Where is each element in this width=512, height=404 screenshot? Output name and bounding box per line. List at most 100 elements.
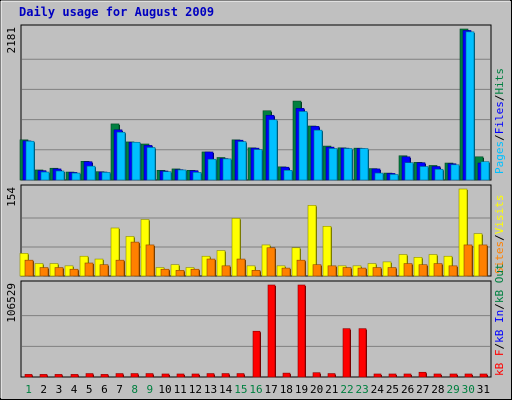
x-day-label: 18 xyxy=(280,383,293,396)
bar-pages-day-24 xyxy=(374,172,384,181)
x-day-label: 12 xyxy=(189,383,202,396)
x-day-label: 8 xyxy=(131,383,138,396)
y-max-label: 2181 xyxy=(5,27,18,54)
bar-kb-f-day-5 xyxy=(85,373,94,378)
legend-entry: / xyxy=(493,343,506,350)
legend-entry: Visits xyxy=(493,195,506,235)
bar-visits-day-7 xyxy=(110,227,120,277)
bar-sites-day-3 xyxy=(54,267,64,277)
legend-middle: Sites/Visits xyxy=(493,195,506,275)
x-day-label: 10 xyxy=(158,383,171,396)
bar-visits-day-30 xyxy=(458,188,468,277)
x-axis-day-labels: 1 2 3 4 5 6 7 8 9 10 11 12 13 14 15 16 17 18 19 20 21 22 23 24 2… xyxy=(25,383,490,396)
bar-pages-day-4 xyxy=(71,172,81,181)
x-day-label: 17 xyxy=(265,383,278,396)
x-day-label: 14 xyxy=(219,383,233,396)
x-day-label: 5 xyxy=(86,383,93,396)
bar-pages-day-20 xyxy=(313,129,323,181)
x-day-label: 15 xyxy=(234,383,247,396)
x-day-label: 28 xyxy=(431,383,444,396)
bar-kb-f-day-17 xyxy=(267,284,276,378)
x-day-label: 13 xyxy=(204,383,217,396)
legend-entry: Hits xyxy=(493,68,506,95)
bar-visits-day-15 xyxy=(231,218,241,277)
bar-kb-f-day-14 xyxy=(221,373,230,378)
bar-kb-f-day-6 xyxy=(100,374,109,378)
bar-sites-day-4 xyxy=(69,268,79,277)
bar-sites-day-28 xyxy=(433,263,443,277)
x-day-label: 1 xyxy=(25,383,32,396)
bar-pages-day-8 xyxy=(131,141,141,181)
bar-pages-day-6 xyxy=(101,172,111,181)
bar-sites-day-1 xyxy=(24,259,34,277)
legend-entry: kB Out xyxy=(493,263,506,303)
x-day-label: 26 xyxy=(401,383,414,396)
x-day-label: 11 xyxy=(174,383,187,396)
bar-kb-f-day-9 xyxy=(145,373,154,378)
bar-pages-day-1 xyxy=(25,140,35,181)
bar-sites-day-26 xyxy=(403,263,413,277)
bar-sites-day-5 xyxy=(84,262,94,277)
bar-sites-day-19 xyxy=(296,259,306,277)
legend-entry: Pages xyxy=(493,141,506,174)
bar-kb-f-day-1 xyxy=(24,374,33,378)
bar-sites-day-27 xyxy=(418,264,428,277)
bar-pages-day-7 xyxy=(116,131,126,181)
bar-kb-f-day-4 xyxy=(70,374,79,378)
x-day-label: 27 xyxy=(416,383,429,396)
bar-sites-day-17 xyxy=(266,247,276,277)
chart-title: Daily usage for August 2009 xyxy=(19,5,214,19)
x-day-label: 9 xyxy=(147,383,154,396)
legend-entry: Files xyxy=(493,101,506,134)
bar-sites-day-31 xyxy=(478,244,488,277)
bar-pages-day-2 xyxy=(40,171,50,181)
legend-entry: kB In xyxy=(493,310,506,343)
bar-pages-day-21 xyxy=(328,148,338,181)
bar-kb-f-day-18 xyxy=(282,372,291,378)
bar-pages-day-22 xyxy=(343,148,353,181)
bar-kb-f-day-7 xyxy=(115,373,124,378)
bar-sites-day-22 xyxy=(342,267,352,277)
bar-pages-day-13 xyxy=(207,158,217,181)
bar-kb-f-day-12 xyxy=(191,373,200,378)
bar-kb-f-day-25 xyxy=(388,373,397,378)
bar-sites-day-15 xyxy=(236,258,246,277)
x-day-label: 25 xyxy=(386,383,399,396)
bar-sites-day-13 xyxy=(206,258,216,277)
bar-pages-day-15 xyxy=(237,141,247,181)
x-day-label: 7 xyxy=(116,383,123,396)
bar-visits-day-21 xyxy=(322,225,332,277)
bar-pages-day-5 xyxy=(86,165,96,181)
bar-pages-day-11 xyxy=(177,169,187,181)
legend-entry: kB F xyxy=(493,350,506,377)
bar-kb-f-day-13 xyxy=(206,373,215,378)
bar-pages-day-18 xyxy=(283,170,293,181)
bar-visits-day-20 xyxy=(307,205,317,277)
bar-kb-f-day-3 xyxy=(54,374,63,378)
x-day-label: 19 xyxy=(295,383,308,396)
bar-pages-day-30 xyxy=(465,31,475,181)
bar-sites-day-11 xyxy=(175,270,185,277)
x-day-label: 2 xyxy=(40,383,47,396)
bar-pages-day-28 xyxy=(434,168,444,181)
legend-entry: / xyxy=(493,134,506,141)
legend-top: Pages/Files/Hits xyxy=(493,68,506,174)
x-day-label: 22 xyxy=(340,383,353,396)
bar-pages-day-3 xyxy=(55,170,65,181)
bar-pages-day-16 xyxy=(253,149,263,181)
bar-kb-f-day-26 xyxy=(403,373,412,378)
bar-sites-day-24 xyxy=(372,267,382,277)
legend-entry: / xyxy=(493,234,506,241)
bar-sites-day-20 xyxy=(312,264,322,277)
bar-sites-day-10 xyxy=(160,268,170,277)
legend-entry: / xyxy=(493,303,506,310)
panel-visits-sites: 154 xyxy=(5,184,492,277)
panel-kbytes: 106529 xyxy=(5,280,492,378)
bar-kb-f-day-10 xyxy=(161,373,170,378)
bar-kb-f-day-31 xyxy=(479,373,488,378)
bar-sites-day-14 xyxy=(221,265,231,277)
bar-pages-day-25 xyxy=(389,174,399,181)
bar-kb-f-day-22 xyxy=(342,328,351,378)
legend-bottom: kB F/kB In/kB Out xyxy=(493,263,506,376)
